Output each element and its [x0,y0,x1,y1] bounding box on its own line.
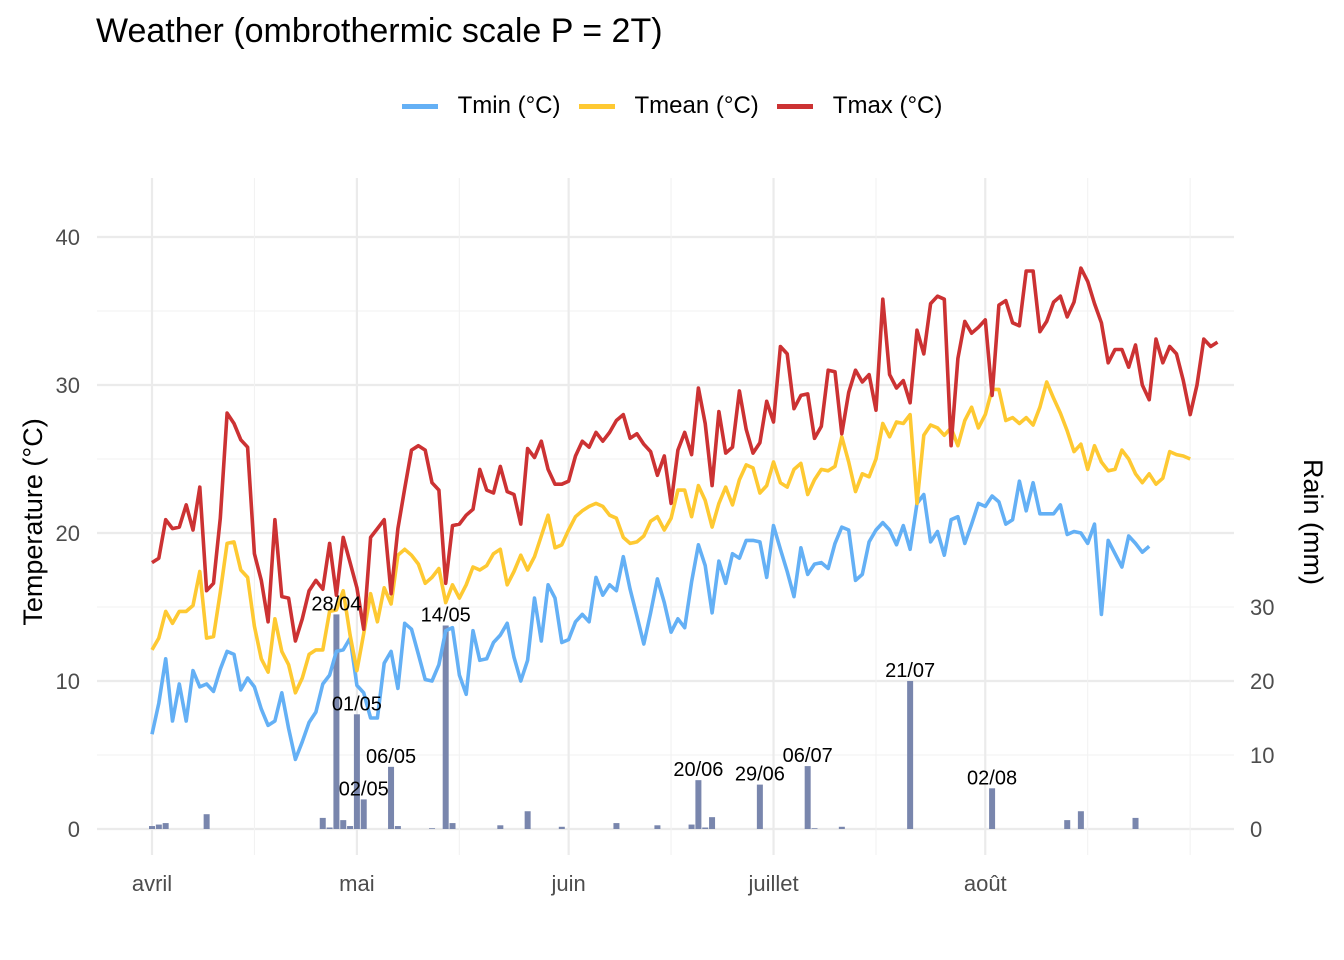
y2-tick-label: 0 [1250,817,1262,842]
y-tick-label: 30 [56,373,80,398]
rain-bar [203,814,210,829]
x-tick-label: juillet [747,871,798,896]
rain-bar-label: 14/05 [421,605,471,627]
y-axis-title: Temperature (°C) [18,418,48,625]
rain-bar [838,826,845,829]
legend-item-tmean: Tmean (°C) [578,92,759,120]
series-line-tmin [150,479,1151,762]
y-tick-label: 40 [56,225,80,250]
rain-bar-label: 01/05 [332,693,382,715]
y2-axis-title: Rain (mm) [1298,459,1328,585]
rain-bar [326,827,333,829]
rain-bar [907,681,914,829]
rain-bar-labels: 28/04 01/05 02/05 06/05 14/05 20/06 29/0606/07… [311,593,1017,800]
legend-label-tmean: Tmean (°C) [634,92,759,119]
y2-tick-label: 20 [1250,669,1274,694]
rain-bar [989,788,996,829]
rain-bar-label: 29/06 [735,764,785,786]
rain-bar [702,827,709,829]
rain-bar-label: 28/04 [311,593,361,615]
y-tick-label: 10 [56,669,80,694]
y2-tick-label: 10 [1250,743,1274,768]
x-tick-label: août [964,871,1007,896]
rain-bar [756,784,763,829]
rain-bar [162,823,169,829]
series-line-tmean [150,380,1191,695]
y-axis-tick-labels: 0 10 20 30 40 [56,225,80,842]
rain-bar [1064,820,1071,829]
y2-tick-label: 30 [1250,595,1274,620]
rain-bar [688,824,695,829]
legend-swatch-tmin [401,103,438,109]
rain-bar-label: 20/06 [673,759,723,781]
rain-bar-label: 21/07 [885,660,935,682]
rain-bar [654,825,661,829]
rain-bar [811,828,818,829]
rain-bar [149,826,155,829]
rain-bar [319,817,326,829]
legend: Tmin (°C) Tmean (°C) Tmax (°C) [0,92,1344,120]
legend-item-tmax: Tmax (°C) [776,92,943,120]
rain-bar [524,811,531,829]
x-tick-label: juin [551,871,586,896]
rain-bar [497,825,504,829]
rain-bar [558,826,565,829]
x-tick-label: avril [132,871,172,896]
rain-bar [155,824,162,829]
rain-bar [347,826,354,829]
rain-bar [804,766,811,829]
rain-bar [442,625,449,829]
rain-bar [613,823,620,829]
rain-bar [388,766,395,829]
rain-bars [149,614,1139,829]
rain-bar [333,614,340,829]
rain-bar [695,780,702,829]
x-axis-tick-labels: avril mai juin juillet août [132,871,1007,896]
series-line-tmax [151,266,1219,643]
legend-item-tmin: Tmin (°C) [401,92,561,120]
legend-swatch-tmax [776,103,813,109]
rain-bar-label: 06/05 [366,746,416,768]
x-tick-label: mai [339,871,374,896]
grid [97,178,1234,855]
rain-bar-label: 02/08 [967,767,1017,789]
rain-bar [449,823,456,829]
y-tick-label: 0 [68,817,80,842]
y-tick-label: 20 [56,521,80,546]
rain-bar [1077,811,1084,829]
legend-swatch-tmean [578,103,615,109]
y2-axis-tick-labels: 0 10 20 30 [1250,595,1274,842]
rain-bar [429,828,436,829]
rain-bar [360,799,367,829]
chart-title: Weather (ombrothermic scale P = 2T) [96,12,663,50]
rain-bar [340,820,347,829]
rain-bar-label: 06/07 [783,745,833,767]
legend-label-tmax: Tmax (°C) [832,92,943,119]
rain-bar [1132,817,1139,829]
rain-bar [353,714,360,829]
rain-bar [394,826,401,829]
rain-bar [709,817,716,829]
legend-label-tmin: Tmin (°C) [457,92,561,119]
temperature-lines [150,266,1219,762]
rain-bar-label: 02/05 [339,778,389,800]
